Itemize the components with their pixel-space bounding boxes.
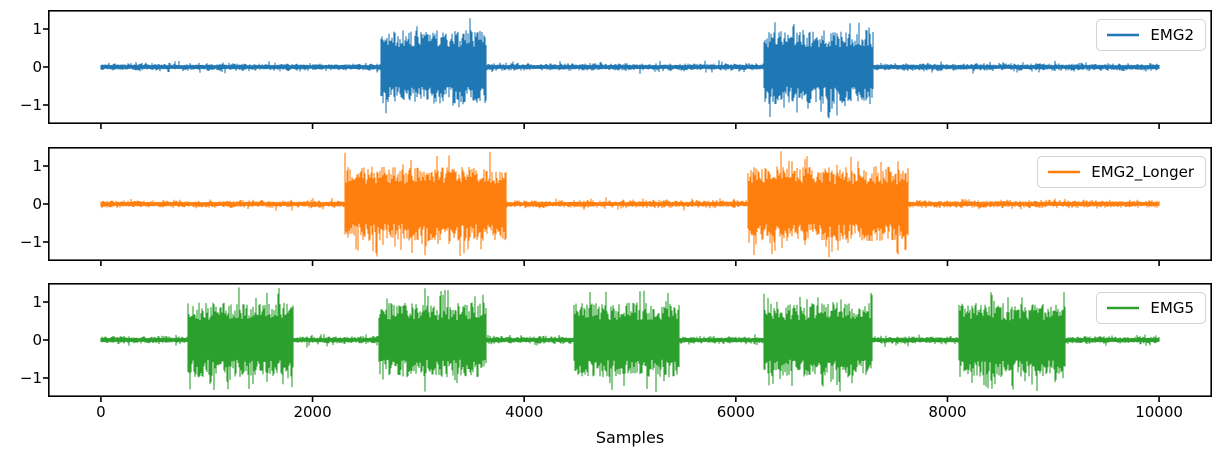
xtick-labels: 0 2000 4000 6000 8000 10000 xyxy=(0,402,1220,422)
emg5-plot-area xyxy=(43,283,1213,402)
emg2-longer-plot-area xyxy=(43,147,1213,266)
subplot-1: EMG2_Longer 1 0 −1 xyxy=(20,147,1213,266)
legend-line-sample xyxy=(1048,170,1081,174)
legend-emg5[interactable]: EMG5 xyxy=(1096,292,1206,324)
xtick-label-6000: 6000 xyxy=(716,403,755,421)
legend-label: EMG2 xyxy=(1150,26,1194,44)
legend-line-sample xyxy=(1107,306,1140,310)
xtick-label-0: 0 xyxy=(96,403,106,421)
legend-label: EMG5 xyxy=(1150,299,1194,317)
ytick-label-EMG2_Longer-0: 0 xyxy=(32,195,42,213)
xtick-label-4000: 4000 xyxy=(505,403,544,421)
ytick-label-EMG2-0: 0 xyxy=(32,58,42,76)
ytick-label-EMG2-−1: −1 xyxy=(19,96,42,114)
subplot-2: EMG5 1 0 −1 xyxy=(20,283,1213,402)
ytick-label-EMG5-−1: −1 xyxy=(19,369,42,387)
ytick-label-EMG2_Longer-−1: −1 xyxy=(19,233,42,251)
emg2-plot-area xyxy=(43,10,1213,129)
subplot-0: EMG2 1 0 −1 xyxy=(20,10,1213,129)
xtick-label-8000: 8000 xyxy=(928,403,967,421)
xtick-label-10000: 10000 xyxy=(1135,403,1183,421)
legend-emg2-longer[interactable]: EMG2_Longer xyxy=(1037,156,1206,188)
legend-line-sample xyxy=(1107,33,1140,37)
ytick-label-EMG2-1: 1 xyxy=(32,20,42,38)
legend-emg2[interactable]: EMG2 xyxy=(1096,19,1206,51)
xtick-label-2000: 2000 xyxy=(293,403,332,421)
ytick-label-EMG5-1: 1 xyxy=(32,293,42,311)
ytick-label-EMG2_Longer-1: 1 xyxy=(32,157,42,175)
legend-label: EMG2_Longer xyxy=(1091,163,1194,181)
x-axis-title: Samples xyxy=(595,428,665,447)
ytick-label-EMG5-0: 0 xyxy=(32,331,42,349)
